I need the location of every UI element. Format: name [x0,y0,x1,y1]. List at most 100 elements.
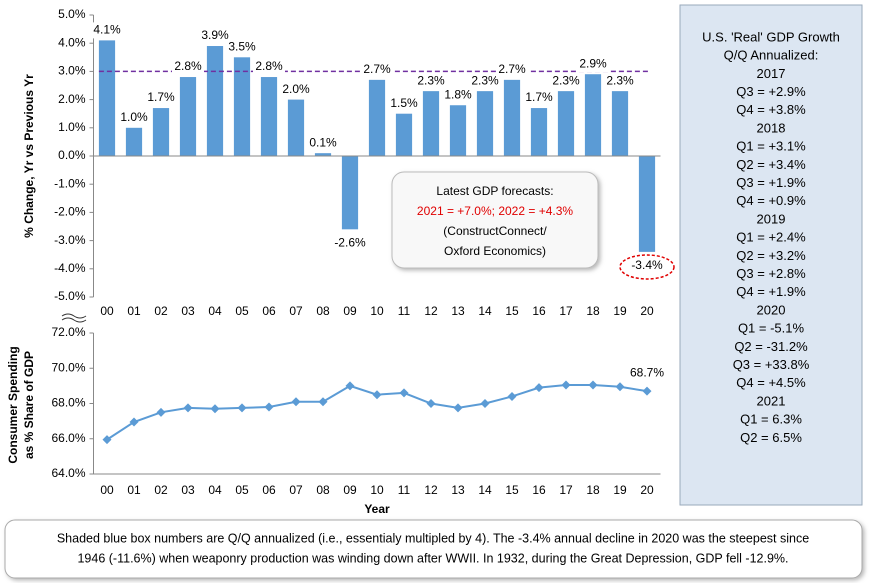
bar [260,77,278,156]
marker [615,382,625,392]
label-bg [334,235,366,252]
y-tick-label: 1.0% [58,120,86,134]
bar [125,127,143,156]
marker [588,380,598,390]
caption-box [4,519,863,579]
y-tick-label: 72.0% [51,325,85,339]
sidebar-box [679,4,863,506]
label-bg [577,56,609,73]
label-bg [550,73,582,90]
data-label: 2.8% [255,59,283,73]
marker [561,380,571,390]
y-tick-label: -2.0% [54,205,86,219]
x-tick-label: 16 [532,304,546,318]
x-tick-label: 14 [478,304,492,318]
data-label: 2.8% [174,59,202,73]
x-tick-label: 00 [100,304,114,318]
x-tick-label: 11 [398,483,411,497]
bar [530,108,548,156]
data-label: 1.7% [525,90,553,104]
sidebar-line: Q4 = +0.9% [736,193,806,208]
sidebar-line: Q4 = +1.9% [736,284,806,299]
marker [453,403,463,413]
marker [264,402,274,412]
x-tick-label: 20 [640,304,654,318]
bar [152,108,170,156]
bar [476,91,494,156]
x-tick-label: 09 [343,304,357,318]
data-label: 1.5% [390,96,418,110]
y-tick-label: -1.0% [54,176,86,190]
sidebar-line: Q3 = +1.9% [736,175,806,190]
bar [287,99,305,156]
y-tick-label: -5.0% [54,289,86,303]
sidebar-line: Q4 = +3.8% [736,102,806,117]
annotation: Oxford Economics) [444,244,546,258]
x-tick-label: 07 [289,483,303,497]
label-bg [631,257,663,274]
marker [318,397,328,407]
y-tick-label: 3.0% [58,64,86,78]
label-bg [388,95,420,112]
x-tick-label: 02 [154,304,168,318]
x-tick-label: 13 [451,304,465,318]
sidebar-line: U.S. 'Real' GDP Growth [702,29,840,44]
bar [449,105,467,156]
data-label: 2.3% [552,73,580,87]
annotation: Latest GDP forecasts: [436,184,553,198]
sidebar-line: Q1 = -5.1% [738,321,805,336]
marker [291,397,301,407]
y-tick-label: 5.0% [58,7,86,21]
label-bg [442,87,474,104]
x-tick-label: 03 [181,483,195,497]
x-tick-label: 03 [181,304,195,318]
marker [156,407,166,417]
sidebar-line: Q3 = +2.8% [736,266,806,281]
caption-line: 1946 (-11.6%) when weaponry production w… [77,551,788,565]
sidebar-line: Q2 = +3.4% [736,157,806,172]
x-tick-label: 05 [235,483,249,497]
sidebar-line: Q3 = +2.9% [736,84,806,99]
x-tick-label: 06 [262,304,276,318]
x-tick-label: 08 [316,483,330,497]
annotation-box [391,171,599,269]
x-tick-label: 18 [586,483,600,497]
marker [480,399,490,408]
marker [534,383,544,393]
sidebar-line: Q4 = +4.5% [736,375,806,390]
data-label: 0.1% [309,135,337,149]
x-tick-label: 01 [127,304,141,318]
x-tick-label: 10 [370,483,384,497]
sidebar-line: Q/Q Annualized: [724,48,819,63]
y-tick-label: 64.0% [51,466,85,480]
sidebar-line: Q3 = +33.8% [733,357,810,372]
sidebar-line: 2018 [757,120,786,135]
label-bg [604,73,636,90]
marker [129,417,139,427]
y-tick-label: 66.0% [51,431,85,445]
data-label: 1.7% [147,90,175,104]
data-label: 2.9% [579,56,607,70]
bar [98,40,116,156]
label-bg [199,28,231,45]
sidebar-line: 2017 [757,66,786,81]
x-tick-label: 01 [127,483,141,497]
data-label: 2.7% [498,62,526,76]
sidebar-line: Q2 = +3.2% [736,248,806,263]
x-tick-label: 05 [235,304,249,318]
marker [399,388,409,398]
marker [102,435,112,445]
sidebar-line: 2020 [757,302,786,317]
label-bg [172,59,204,76]
y-tick-label: 0.0% [58,148,86,162]
label-bg [469,73,501,90]
marker [183,403,193,413]
x-tick-label: 07 [289,304,303,318]
marker [345,381,355,391]
marker [237,403,247,413]
y-tick-label: -3.0% [54,233,86,247]
sidebar-line: 2019 [757,211,786,226]
x-tick-label: 06 [262,483,276,497]
y-tick-label: -4.0% [54,261,86,275]
